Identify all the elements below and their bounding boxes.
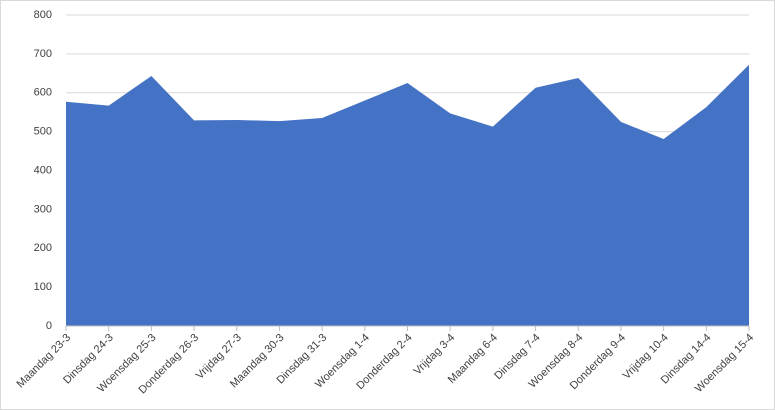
y-tick-label: 600 bbox=[34, 87, 52, 99]
y-tick-label: 700 bbox=[34, 48, 52, 60]
y-tick-label: 0 bbox=[46, 320, 52, 332]
y-tick-label: 400 bbox=[34, 164, 52, 176]
y-tick-label: 800 bbox=[34, 9, 52, 21]
y-tick-label: 100 bbox=[34, 281, 52, 293]
y-tick-label: 300 bbox=[34, 203, 52, 215]
y-tick-label: 500 bbox=[34, 126, 52, 138]
y-tick-label: 200 bbox=[34, 242, 52, 254]
area bbox=[66, 64, 749, 326]
